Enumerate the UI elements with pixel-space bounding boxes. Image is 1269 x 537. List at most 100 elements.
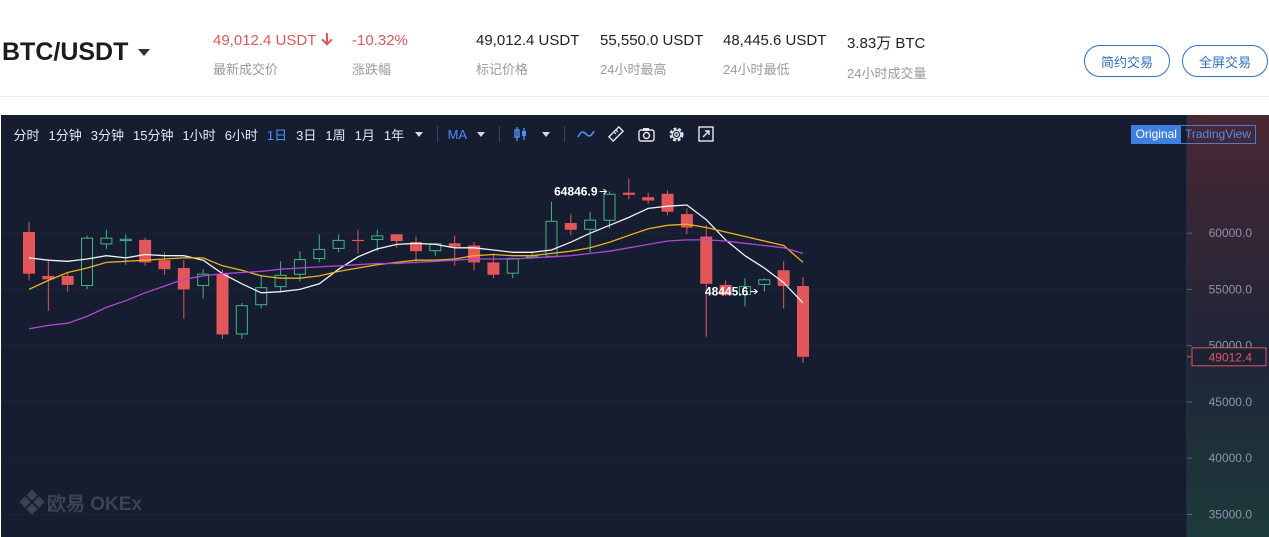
low-24h-stat: 48,445.6 USDT 24小时最低 (723, 32, 826, 78)
last-price-tag-label: 49012.4 (1209, 350, 1253, 364)
last-price-stat: 49,012.4 USDT 最新成交价 (213, 32, 332, 78)
candle-body-up (100, 237, 113, 245)
interval-1w[interactable]: 1周 (325, 127, 346, 143)
candle-body-down (777, 270, 790, 287)
y-tick-label: 55000.0 (1209, 282, 1253, 296)
candle-body-down (661, 193, 674, 212)
ma-line-ma30 (28, 239, 804, 330)
candle-body-down (139, 239, 152, 263)
candle-body-up (81, 237, 94, 287)
candle-body-up (332, 239, 345, 249)
candle-body-down (564, 223, 577, 230)
interval-15m[interactable]: 15分钟 (132, 127, 174, 143)
ma-line-ma5 (28, 204, 804, 304)
y-tick-label: 40000.0 (1209, 451, 1253, 465)
interval-more-chevron-icon[interactable] (414, 131, 423, 137)
candle-body-down (23, 232, 35, 274)
candle-body-down (448, 243, 461, 247)
view-original-button[interactable]: Original (1131, 126, 1181, 143)
candle-body-down (410, 242, 422, 252)
candle-body-up (255, 287, 268, 306)
y-tick-label: 35000.0 (1209, 507, 1253, 521)
candle-body-down (468, 245, 481, 263)
chart-type-chevron-icon[interactable] (542, 131, 551, 137)
candle-body-down (622, 192, 635, 195)
interval-3m[interactable]: 3分钟 (90, 127, 124, 143)
candle-body-up (119, 238, 132, 242)
interval-timeline[interactable]: 分时 (13, 127, 40, 143)
last-price-label: 最新成交价 (213, 62, 279, 77)
mark-price-stat: 49,012.4 USDT 标记价格 (476, 32, 579, 78)
okex-logo: 欧易 OKEx (19, 489, 142, 515)
candle-body-up (758, 279, 771, 285)
interval-1d[interactable]: 1日 (266, 127, 288, 143)
change-value: -10.32% (352, 32, 408, 49)
candle-body-down (42, 275, 55, 280)
ma-line-ma10 (28, 223, 804, 290)
ruler-icon[interactable] (605, 123, 627, 145)
market-header: BTC/USDT 49,012.4 USDT 最新成交价 -10.32% 涨跌幅… (0, 0, 1269, 97)
low-24h-label: 24小时最低 (723, 62, 790, 77)
last-price-value: 49,012.4 USDT (213, 32, 317, 49)
candlestick-icon[interactable] (510, 123, 532, 145)
high-arrow-icon (599, 188, 608, 195)
low-price-label: 48445.6 (705, 285, 749, 299)
candle-body-down (797, 286, 809, 357)
volume-24h-stat: 3.83万 BTC 24小时成交量 (847, 32, 926, 82)
view-tradingview-button[interactable]: TradingView (1184, 127, 1251, 141)
indicator-chevron-icon[interactable] (477, 131, 486, 137)
candle-body-up (235, 305, 248, 335)
simple-trade-button[interactable]: 简约交易 (1084, 45, 1170, 77)
interval-3d[interactable]: 3日 (296, 127, 317, 143)
kline-chart[interactable]: 60000.055000.050000.045000.040000.035000… (1, 115, 1269, 537)
y-tick-label: 45000.0 (1209, 395, 1253, 409)
candle-body-down (158, 260, 171, 270)
indicator-ma-button[interactable]: MA (447, 126, 468, 142)
candle-body-up (274, 274, 287, 288)
kline-chart-panel: 60000.0 55000.0 50000.0 45000.0 40000.0 35000… (1, 115, 1269, 537)
high-price-label: 64846.9 (554, 185, 598, 199)
candle-body-up (584, 219, 597, 230)
interval-1m[interactable]: 1分钟 (48, 127, 82, 143)
fullscreen-icon[interactable] (695, 123, 717, 145)
candle-body-down (719, 284, 732, 296)
toolbar-divider (499, 126, 501, 142)
candle-body-down (351, 239, 364, 242)
candle-body-down (700, 236, 713, 284)
toolbar-divider (436, 126, 438, 142)
high-24h-value: 55,550.0 USDT (600, 32, 704, 49)
change-label: 涨跌幅 (352, 62, 392, 77)
line-tool-icon[interactable] (575, 123, 597, 145)
interval-1h[interactable]: 1小时 (182, 127, 216, 143)
camera-icon[interactable] (635, 123, 657, 145)
candle-body-up (197, 273, 210, 287)
chart-toolbar: 分时 1分钟 3分钟 15分钟 1小时 6小时 1日 3日 1周 1月 1年 M… (1, 115, 1269, 153)
low-arrow-icon (750, 288, 759, 295)
interval-6h[interactable]: 6小时 (224, 127, 258, 143)
chevron-down-icon[interactable] (138, 49, 151, 56)
low-24h-value: 48,445.6 USDT (723, 32, 827, 49)
candle-body-down (390, 234, 403, 242)
candle-body-down (487, 262, 500, 275)
price-axis-panel (1187, 115, 1269, 537)
pair-name: BTC/USDT (2, 38, 129, 66)
pair-selector[interactable]: BTC/USDT (2, 38, 151, 67)
candle-body-up (293, 259, 306, 275)
candle-body-down (642, 197, 655, 201)
mark-price-value: 49,012.4 USDT (476, 32, 580, 49)
interval-1y[interactable]: 1年 (383, 127, 405, 143)
y-tick-label: 60000.0 (1209, 226, 1253, 240)
fullscreen-trade-button[interactable]: 全屏交易 (1182, 45, 1268, 77)
candle-body-down (61, 275, 74, 285)
candle-body-up (313, 248, 326, 260)
change-stat: -10.32% 涨跌幅 (352, 32, 408, 78)
last-price-tag (1191, 347, 1267, 367)
volume-24h-label: 24小时成交量 (847, 66, 927, 81)
candle-body-up (371, 235, 384, 240)
volume-24h-value: 3.83万 BTC (847, 35, 926, 52)
interval-1mo[interactable]: 1月 (354, 127, 375, 143)
chart-view-switch: Original TradingView (1130, 125, 1256, 144)
gear-icon[interactable] (665, 123, 687, 145)
svg-text:欧易 OKEx: 欧易 OKEx (47, 492, 142, 515)
candle-body-up (738, 286, 751, 296)
